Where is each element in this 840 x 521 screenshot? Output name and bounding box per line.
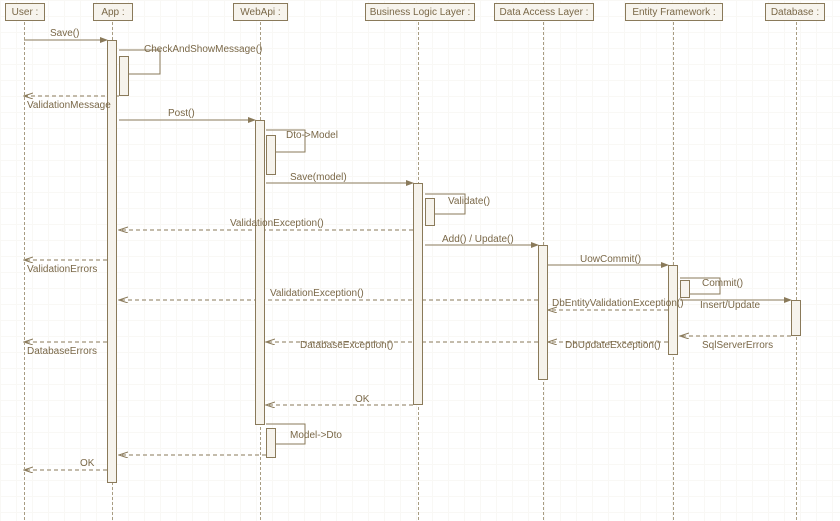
message-label-commit: Commit() [702,278,743,289]
activation-bll-4 [413,183,423,405]
message-label-valexc1: ValidationException() [230,218,324,229]
message-label-save: Save() [50,28,79,39]
activation-webapi-3 [266,135,276,175]
message-label-dtomodel: Dto->Model [286,130,338,141]
lifeline-user [24,22,25,520]
message-label-post: Post() [168,108,195,119]
participant-user: User : [5,3,45,21]
message-label-ok1: OK [355,394,369,405]
activation-ef-8 [680,280,690,298]
message-label-sqlerr: SqlServerErrors [702,340,773,351]
activation-webapi-10 [266,428,276,458]
message-label-ok3: OK [80,458,94,469]
message-label-valexc2: ValidationException() [270,288,364,299]
participant-dal: Data Access Layer : [494,3,594,21]
message-label-uowcommit: UowCommit() [580,254,641,265]
message-label-dberr: DatabaseErrors [27,346,97,357]
message-label-insupd: Insert/Update [700,300,760,311]
message-label-dbentexc: DbEntityValidationException() [552,298,684,309]
participant-webapi: WebApi : [233,3,288,21]
message-label-modeldto: Model->Dto [290,430,342,441]
message-label-addupd: Add() / Update() [442,234,514,245]
participant-db: Database : [765,3,825,21]
message-label-dbupdexc: DbUpdateException() [565,340,661,351]
participant-bll: Business Logic Layer : [365,3,475,21]
message-label-valerr: ValidationErrors [27,264,97,275]
activation-db-9 [791,300,801,336]
activation-bll-5 [425,198,435,226]
message-label-savemodel: Save(model) [290,172,347,183]
activation-webapi-2 [255,120,265,425]
activation-dal-6 [538,245,548,380]
message-label-valmsg: ValidationMessage [27,100,111,111]
activation-ef-7 [668,265,678,355]
participant-ef: Entity Framework : [625,3,723,21]
message-label-validate: Validate() [448,196,490,207]
sequence-diagram-canvas: User : App : WebApi : Business Logic Layer … [0,0,840,521]
participant-app: App : [93,3,133,21]
activation-app-1 [119,56,129,96]
message-label-dbexc: DatabaseException() [300,340,393,351]
message-label-checkshow: CheckAndShowMessage() [144,44,262,55]
lifeline-db [796,22,797,520]
